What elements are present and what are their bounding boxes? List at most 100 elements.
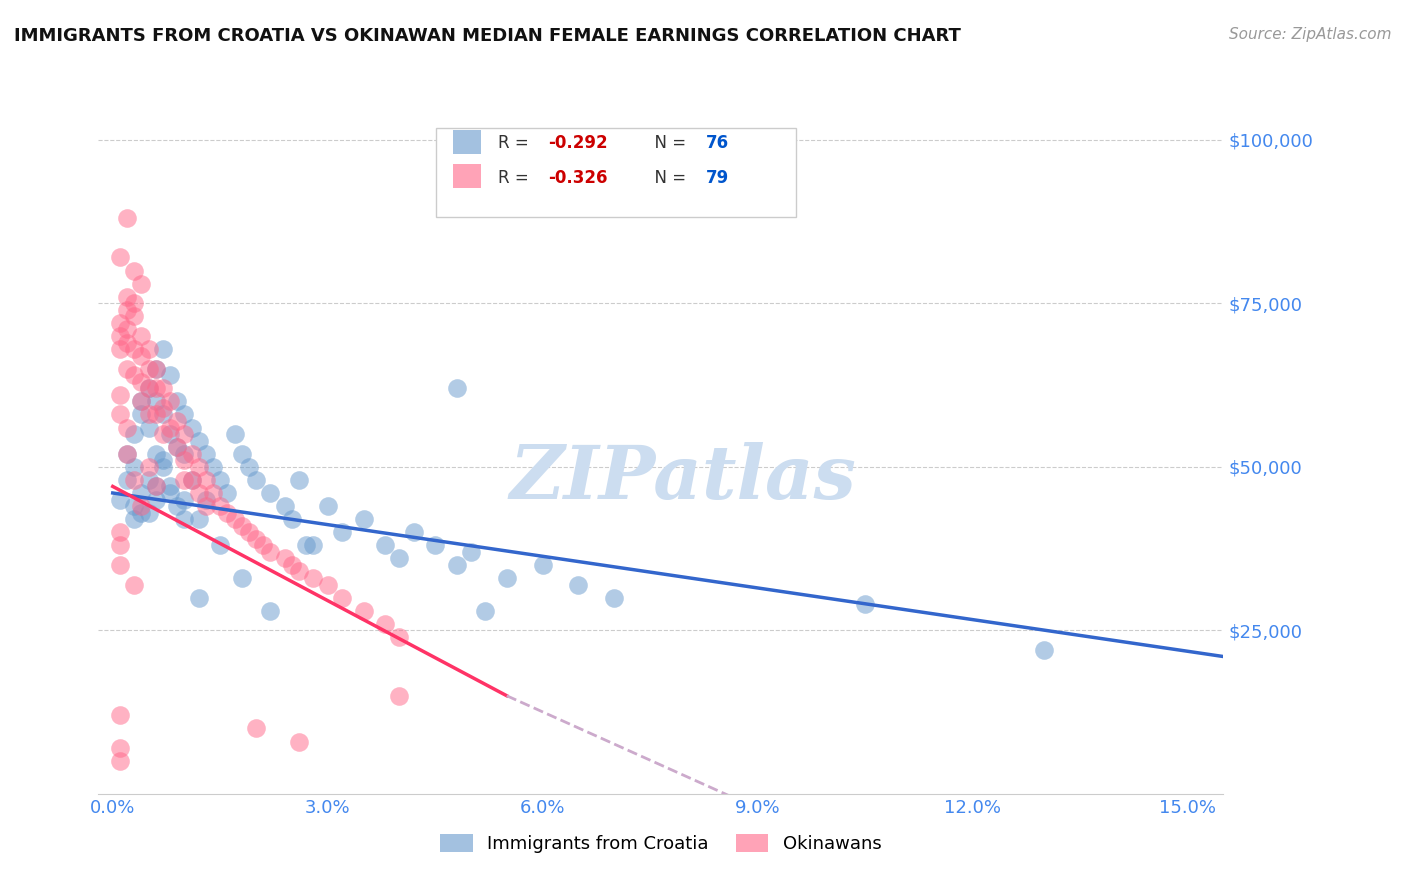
Point [273, 499, 295, 513]
Point [180, 473, 202, 487]
Point [166, 499, 188, 513]
FancyBboxPatch shape [453, 164, 481, 188]
Point [194, 447, 217, 461]
Point [173, 453, 195, 467]
Point [353, 604, 375, 618]
Point [145, 361, 167, 376]
Point [446, 381, 468, 395]
Point [131, 394, 153, 409]
Point [302, 571, 325, 585]
FancyBboxPatch shape [436, 128, 796, 217]
Point [166, 394, 188, 409]
Point [122, 499, 145, 513]
Point [122, 310, 145, 324]
Point [145, 361, 167, 376]
Point [115, 322, 138, 336]
Point [108, 754, 131, 768]
Point [173, 427, 195, 442]
Text: 79: 79 [706, 169, 730, 186]
Point [108, 525, 131, 540]
Point [122, 342, 145, 356]
Point [388, 551, 411, 566]
Point [316, 577, 339, 591]
Point [238, 459, 260, 474]
Point [224, 512, 246, 526]
Point [238, 525, 260, 540]
Point [108, 708, 131, 723]
Point [138, 381, 160, 395]
Point [202, 459, 225, 474]
Point [138, 459, 160, 474]
Text: ZIPatlas: ZIPatlas [510, 442, 856, 514]
Point [122, 577, 145, 591]
Point [330, 525, 353, 540]
Point [159, 394, 181, 409]
Text: R =: R = [498, 135, 534, 153]
Point [180, 420, 202, 434]
Legend: Immigrants from Croatia, Okinawans: Immigrants from Croatia, Okinawans [433, 827, 889, 861]
Point [173, 408, 195, 422]
Point [152, 459, 174, 474]
Point [567, 577, 589, 591]
Point [159, 479, 181, 493]
Point [187, 512, 209, 526]
Point [187, 591, 209, 605]
Point [173, 473, 195, 487]
Point [122, 263, 145, 277]
Point [145, 479, 167, 493]
Point [115, 447, 138, 461]
Point [180, 473, 202, 487]
Point [1033, 643, 1056, 657]
Point [131, 408, 153, 422]
Point [273, 551, 295, 566]
Point [138, 361, 160, 376]
Point [166, 440, 188, 454]
FancyBboxPatch shape [453, 129, 481, 153]
Point [187, 486, 209, 500]
Point [145, 447, 167, 461]
Point [194, 499, 217, 513]
Point [108, 558, 131, 572]
Point [108, 408, 131, 422]
Point [115, 290, 138, 304]
Point [108, 342, 131, 356]
Point [281, 512, 304, 526]
Point [122, 473, 145, 487]
Point [402, 525, 425, 540]
Point [108, 251, 131, 265]
Point [131, 486, 153, 500]
Point [131, 506, 153, 520]
Point [288, 565, 311, 579]
Point [122, 296, 145, 310]
Point [115, 211, 138, 226]
Point [145, 381, 167, 395]
Text: Source: ZipAtlas.com: Source: ZipAtlas.com [1229, 27, 1392, 42]
Point [159, 420, 181, 434]
Point [202, 486, 225, 500]
Point [259, 545, 281, 559]
Point [194, 473, 217, 487]
Point [115, 473, 138, 487]
Point [245, 532, 267, 546]
Text: N =: N = [644, 169, 692, 186]
Point [152, 408, 174, 422]
Point [145, 492, 167, 507]
Point [209, 538, 232, 552]
Point [853, 597, 876, 611]
Point [374, 616, 396, 631]
Point [138, 420, 160, 434]
Point [159, 368, 181, 383]
Point [259, 604, 281, 618]
Point [295, 538, 318, 552]
Point [152, 453, 174, 467]
Point [446, 558, 468, 572]
Point [460, 545, 482, 559]
Point [152, 427, 174, 442]
Point [108, 388, 131, 402]
Point [180, 447, 202, 461]
Text: -0.292: -0.292 [548, 135, 607, 153]
Point [166, 440, 188, 454]
Point [187, 434, 209, 448]
Point [245, 722, 267, 736]
Point [108, 329, 131, 343]
